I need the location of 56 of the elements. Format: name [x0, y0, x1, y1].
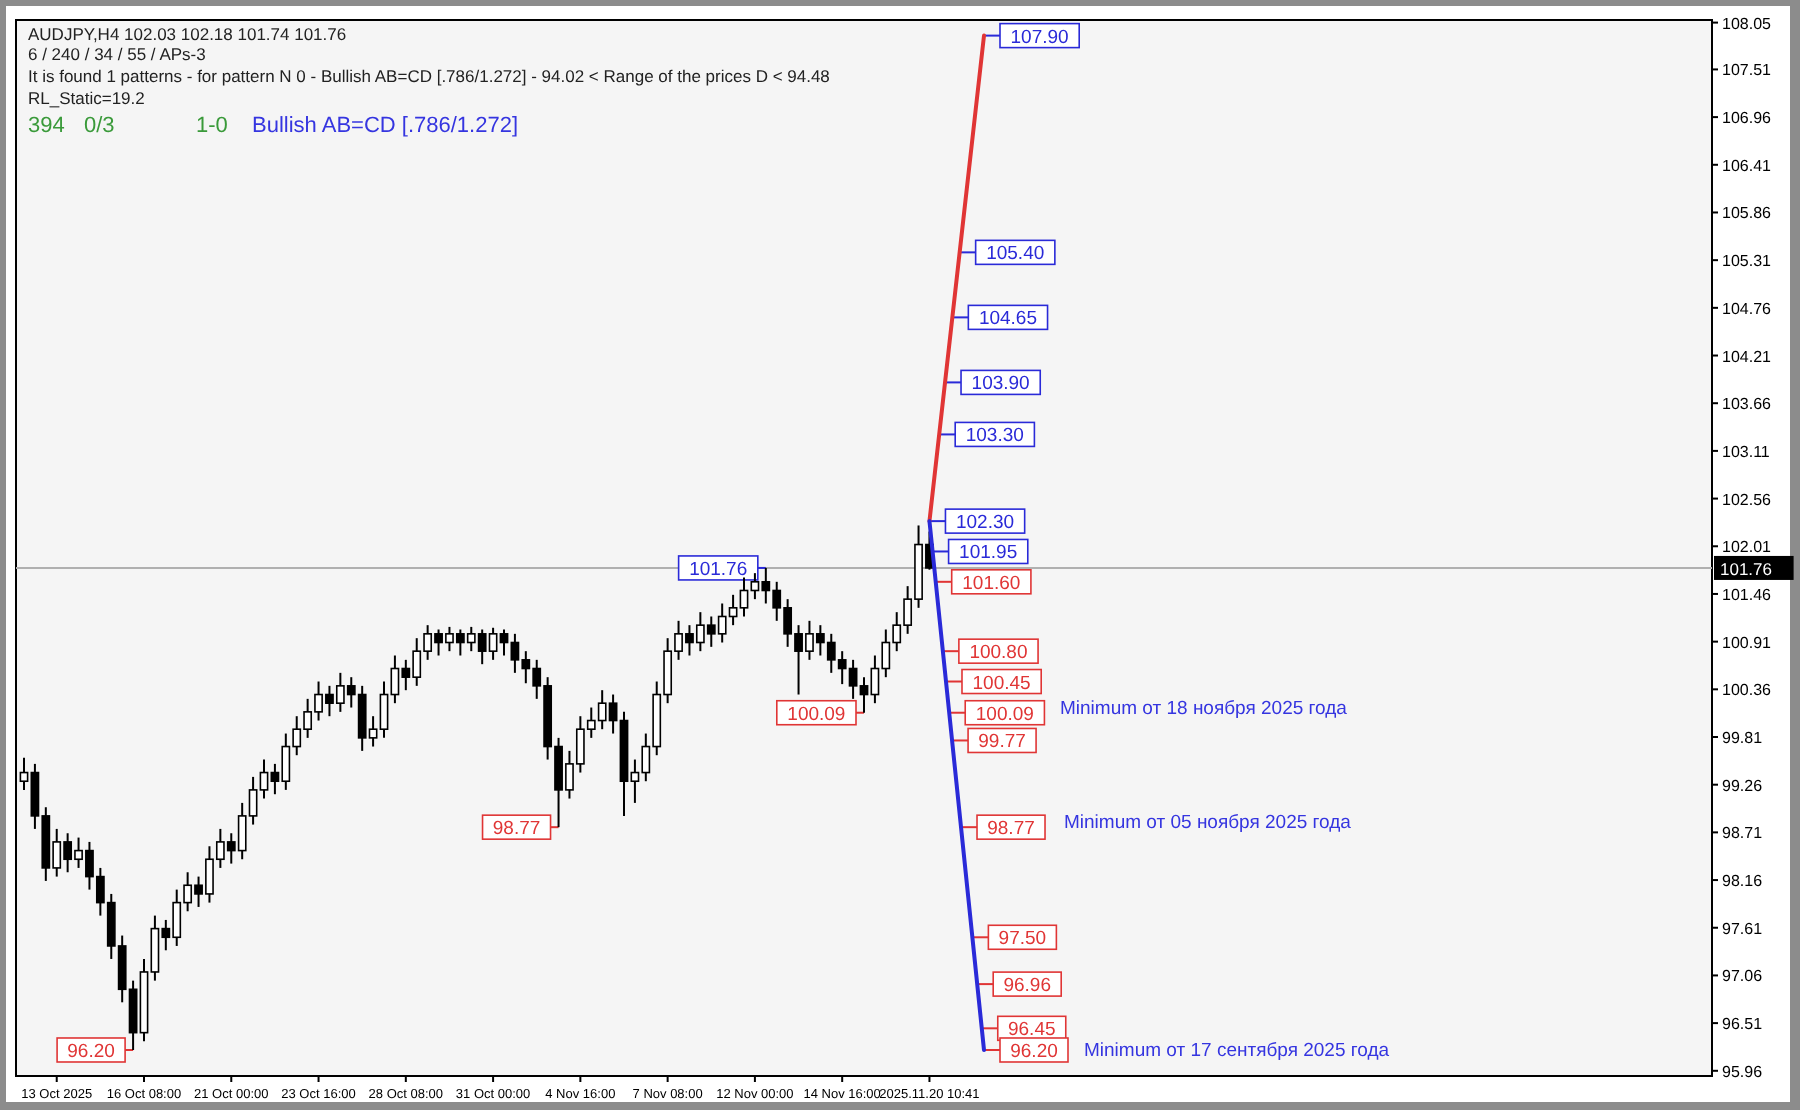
y-tick-label: 105.86 [1722, 204, 1773, 223]
y-tick-label: 97.06 [1722, 967, 1764, 986]
y-tick-label: 100.91 [1722, 633, 1773, 652]
annotation: 100.09 [787, 703, 846, 726]
annotation: 96.20 [67, 1040, 115, 1063]
annotation: 99.77 [978, 731, 1026, 754]
annotation: 100.80 [969, 642, 1028, 665]
y-tick-label: 106.96 [1722, 109, 1773, 128]
y-tick-label: 107.51 [1722, 61, 1773, 80]
y-tick-label: 106.41 [1722, 156, 1773, 175]
annotation: 96.45 [1007, 1019, 1056, 1042]
annotation: Bullish AB=CD [.786/1.272] [252, 114, 518, 138]
y-tick-label: 98.71 [1722, 824, 1764, 843]
y-tick-label: 108.05 [1722, 14, 1773, 33]
annotation: 98.77 [987, 818, 1035, 841]
annotation: 6 / 240 / 34 / 55 / APs-3 [28, 44, 207, 64]
annotation: 98.77 [492, 818, 541, 841]
annotation: 1-0 [196, 114, 228, 138]
annotation: 100.45 [972, 672, 1031, 695]
annotation: 100.09 [975, 703, 1034, 726]
annotation: 96.20 [1010, 1040, 1058, 1063]
annotation: 394 [28, 114, 65, 138]
annotation: 101.76 [689, 558, 748, 581]
annotation: 97.50 [998, 928, 1047, 951]
annotation: Minimum от 05 ноября 2025 года [1064, 812, 1353, 834]
y-tick-label: 104.21 [1722, 347, 1773, 366]
annotation: Minimum от 18 ноября 2025 года [1060, 698, 1349, 720]
y-tick-label: 105.31 [1722, 252, 1773, 271]
y-tick-label: 95.96 [1722, 1062, 1764, 1081]
y-tick-label: 102.56 [1722, 490, 1773, 509]
annotation: 103.90 [971, 373, 1030, 396]
annotation: 0/3 [84, 114, 115, 138]
y-tick-label: 100.36 [1722, 681, 1773, 700]
annotation: 102.30 [955, 512, 1015, 535]
y-tick-label: 103.11 [1722, 442, 1771, 461]
y-tick-label: 104.76 [1722, 299, 1773, 318]
annotation: 101.95 [959, 542, 1018, 565]
y-tick-label: 99.26 [1722, 776, 1764, 795]
annotation: It is found 1 patterns - for pattern N 0 - Bullish AB=CD [.786/1.272] - 94.02 < Range of the prices D < 94.48 [28, 66, 831, 86]
annotation: 107.90 [1010, 26, 1069, 49]
y-tick-label: 96.51 [1722, 1015, 1764, 1034]
annotation: 104.65 [978, 308, 1038, 331]
annotation: Minimum от 17 сентября 2025 года [1084, 1040, 1391, 1062]
annotation: 96.96 [1003, 975, 1051, 998]
y-tick-label: 101.46 [1722, 585, 1773, 604]
annotation: 101.60 [962, 572, 1021, 595]
y-tick-label: 103.66 [1722, 395, 1773, 414]
annotation: RL_Static=19.2 [28, 88, 146, 108]
y-tick-label: 99.81 [1722, 729, 1764, 747]
annotation: 103.30 [965, 425, 1024, 448]
chart-title: AUDJPY,H4 102.03 102.18 101.74 101.76 [28, 24, 347, 44]
y-tick-label: 98.16 [1722, 872, 1764, 891]
y-tick-label: 97.61 [1722, 919, 1764, 938]
y-tick-label: 102.01 [1722, 538, 1773, 557]
annotation: 105.40 [986, 243, 1045, 266]
ref-line-label: 101.76 [1720, 558, 1773, 579]
